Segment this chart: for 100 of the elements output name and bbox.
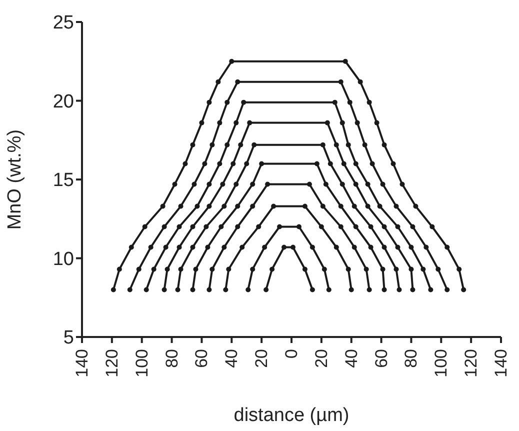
point: [320, 142, 326, 148]
point: [296, 224, 302, 230]
x-tick-label: 140: [72, 349, 92, 378]
point: [310, 287, 315, 292]
point: [354, 120, 360, 126]
point: [222, 204, 227, 209]
point: [326, 287, 332, 292]
point: [234, 182, 239, 187]
x-tick-label: 40: [342, 349, 361, 368]
point: [346, 266, 351, 272]
point: [250, 204, 256, 209]
point: [226, 266, 232, 272]
point: [217, 161, 222, 166]
point: [250, 266, 256, 272]
point: [206, 204, 212, 209]
point: [342, 58, 348, 64]
point: [338, 79, 344, 84]
x-tick-label: 20: [252, 349, 272, 368]
point: [430, 224, 435, 230]
point: [395, 244, 400, 250]
point: [380, 182, 386, 187]
x-tick-label: 80: [162, 349, 182, 368]
y-axis-title: MnO (wt.%): [4, 129, 26, 230]
point: [302, 204, 308, 209]
point: [314, 161, 320, 166]
point: [368, 224, 374, 230]
x-tick-label: 40: [222, 349, 242, 368]
point: [382, 224, 387, 230]
x-tick-label: 60: [372, 349, 391, 368]
point: [194, 204, 200, 209]
x-tick-label: 100: [432, 349, 451, 378]
point: [190, 142, 196, 148]
y-tick-label: 5: [63, 328, 74, 349]
x-tick-label: 20: [312, 349, 331, 368]
point: [408, 266, 414, 272]
point: [390, 161, 396, 166]
point: [444, 244, 450, 250]
point: [136, 266, 142, 272]
point: [238, 142, 244, 148]
point: [318, 224, 324, 230]
y-tick-label: 20: [52, 91, 74, 112]
point: [204, 224, 209, 230]
point: [163, 244, 168, 250]
point: [362, 142, 368, 148]
point: [259, 161, 264, 166]
point: [334, 244, 339, 250]
point: [235, 224, 240, 230]
point: [216, 79, 221, 84]
point: [400, 182, 405, 187]
point: [338, 224, 344, 230]
point: [413, 204, 418, 209]
point: [193, 266, 198, 272]
point: [247, 120, 252, 126]
x-tick-label: 120: [462, 349, 481, 378]
point: [116, 266, 122, 272]
point: [302, 266, 308, 272]
point: [368, 244, 374, 250]
point: [290, 244, 296, 250]
point: [347, 100, 352, 105]
point: [277, 224, 282, 230]
point: [240, 244, 245, 250]
x-axis-title: distance (µm): [234, 405, 350, 426]
point: [382, 142, 387, 148]
point: [306, 182, 312, 187]
point: [190, 224, 196, 230]
point: [328, 161, 333, 166]
point: [162, 287, 167, 292]
point: [374, 120, 380, 126]
point: [178, 204, 184, 209]
point: [348, 287, 354, 292]
y-tick-label: 25: [52, 12, 74, 34]
x-tick-label: 140: [492, 349, 510, 378]
point: [428, 287, 434, 292]
point: [128, 244, 134, 250]
point: [456, 266, 462, 272]
point: [282, 244, 287, 250]
point: [436, 266, 441, 272]
point: [394, 266, 399, 272]
point: [382, 287, 387, 292]
point: [270, 266, 275, 272]
point: [110, 287, 116, 292]
point: [182, 161, 188, 166]
point: [244, 161, 250, 166]
point: [410, 287, 416, 292]
point: [461, 287, 466, 292]
point: [127, 287, 132, 292]
point: [210, 142, 215, 148]
point: [346, 142, 351, 148]
point: [353, 161, 358, 166]
point: [162, 224, 167, 230]
point: [252, 142, 257, 148]
y-tick-label: 15: [52, 170, 74, 192]
point: [366, 287, 372, 292]
point: [358, 79, 363, 84]
point: [223, 287, 228, 292]
point: [444, 287, 450, 292]
point: [160, 204, 166, 209]
point: [229, 58, 234, 64]
point: [190, 244, 196, 250]
point: [210, 266, 215, 272]
